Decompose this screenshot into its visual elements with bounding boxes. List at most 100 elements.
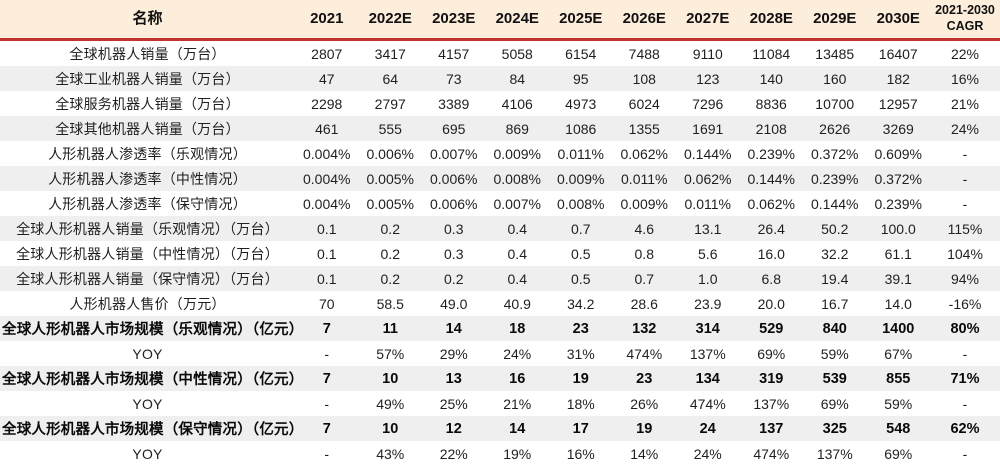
value-cell: 19% bbox=[503, 445, 532, 462]
value-cell: 0.239% bbox=[747, 145, 795, 162]
value-cell: 32.2 bbox=[821, 245, 849, 262]
value-cell: 132 bbox=[632, 320, 657, 337]
column-header-year: 2029E bbox=[803, 0, 867, 41]
column-header-name: 名称 bbox=[0, 0, 295, 41]
value-cell: 134 bbox=[695, 370, 720, 387]
value-cell: 0.008% bbox=[557, 195, 605, 212]
value-cell: 1086 bbox=[565, 120, 597, 137]
value-cell: 0.8 bbox=[634, 245, 654, 262]
value-cell: 16407 bbox=[878, 45, 918, 62]
value-cell: 12957 bbox=[878, 95, 918, 112]
cagr-cell: 62% bbox=[950, 420, 980, 437]
value-cell: 0.009% bbox=[493, 145, 541, 162]
value-cell: 840 bbox=[822, 320, 847, 337]
value-cell: 0.144% bbox=[747, 170, 795, 187]
table-row: 人形机器人售价（万元） 70 58.5 49.0 40.9 34.2 28.6 23.9 20.… bbox=[0, 291, 1000, 316]
value-cell: 7 bbox=[322, 370, 331, 387]
row-label: 全球人形机器人销量（乐观情况）（万台） bbox=[16, 220, 279, 237]
value-cell: 58.5 bbox=[376, 295, 404, 312]
value-cell: 0.004% bbox=[303, 170, 351, 187]
row-label: 全球机器人销量（万台） bbox=[69, 45, 226, 62]
value-cell: 0.1 bbox=[317, 220, 337, 237]
value-cell: 95 bbox=[572, 70, 589, 87]
row-label: 全球服务机器人销量（万台） bbox=[55, 95, 240, 112]
value-cell: 1691 bbox=[692, 120, 724, 137]
value-cell: 23 bbox=[636, 370, 653, 387]
table-row: 全球人形机器人市场规模（中性情况）（亿元） 7 10 13 16 19 23 134 319 53… bbox=[0, 366, 1000, 391]
table-row: 全球人形机器人市场规模（乐观情况）（亿元） 7 11 14 18 23 132 314 529 8… bbox=[0, 316, 1000, 341]
value-cell: 24% bbox=[693, 445, 722, 462]
value-cell: 50.2 bbox=[821, 220, 849, 237]
table-body: 全球机器人销量（万台） 2807 3417 4157 5058 6154 7488 9110 1… bbox=[0, 39, 1000, 466]
row-label: YOY bbox=[132, 445, 163, 462]
table-row: 全球其他机器人销量（万台） 461 555 695 869 1086 1355 1691 210… bbox=[0, 116, 1000, 141]
value-cell: 0.009% bbox=[620, 195, 668, 212]
value-cell: 0.011% bbox=[557, 145, 604, 162]
value-cell: 0.062% bbox=[747, 195, 795, 212]
cagr-cell: - bbox=[962, 445, 968, 462]
cagr-cell: 71% bbox=[950, 370, 980, 387]
column-header-year: 2021 bbox=[295, 0, 359, 41]
value-cell: 5.6 bbox=[698, 245, 718, 262]
value-cell: 11084 bbox=[752, 45, 791, 62]
value-cell: 24 bbox=[699, 420, 716, 437]
value-cell: 869 bbox=[505, 120, 529, 137]
value-cell: 26% bbox=[630, 395, 659, 412]
cagr-cell: - bbox=[962, 195, 968, 212]
value-cell: 0.004% bbox=[303, 195, 351, 212]
value-cell: 100.0 bbox=[880, 220, 916, 237]
value-cell: 47 bbox=[318, 70, 335, 87]
value-cell: 22% bbox=[439, 445, 468, 462]
value-cell: 0.2 bbox=[380, 220, 400, 237]
table-row: 全球人形机器人销量（中性情况）（万台） 0.1 0.2 0.3 0.4 0.5 0.8 5.6… bbox=[0, 241, 1000, 266]
value-cell: 137% bbox=[816, 445, 853, 462]
value-cell: 11 bbox=[382, 320, 398, 337]
value-cell: 49% bbox=[376, 395, 405, 412]
value-cell: 2298 bbox=[311, 95, 343, 112]
value-cell: 4106 bbox=[501, 95, 533, 112]
value-cell: 2807 bbox=[311, 45, 343, 62]
value-cell: 0.006% bbox=[366, 145, 414, 162]
value-cell: 0.007% bbox=[430, 145, 478, 162]
value-cell: 0.372% bbox=[874, 170, 922, 187]
value-cell: 16.0 bbox=[757, 245, 785, 262]
value-cell: 43% bbox=[376, 445, 405, 462]
value-cell: 13.1 bbox=[694, 220, 722, 237]
value-cell: 0.006% bbox=[430, 170, 478, 187]
value-cell: 64 bbox=[382, 70, 399, 87]
value-cell: 59% bbox=[884, 395, 913, 412]
value-cell: 182 bbox=[886, 70, 910, 87]
value-cell: 319 bbox=[759, 370, 784, 387]
value-cell: 2108 bbox=[755, 120, 787, 137]
value-cell: 84 bbox=[509, 70, 526, 87]
value-cell: 17 bbox=[572, 420, 589, 437]
cagr-cell: - bbox=[962, 145, 968, 162]
value-cell: 3417 bbox=[374, 45, 406, 62]
value-cell: 0.4 bbox=[507, 220, 527, 237]
value-cell: 137 bbox=[759, 420, 784, 437]
value-cell: 10 bbox=[382, 420, 399, 437]
row-label: 全球人形机器人销量（中性情况）（万台） bbox=[16, 245, 279, 262]
value-cell: 108 bbox=[632, 70, 656, 87]
row-label: 全球人形机器人市场规模（保守情况）（亿元） bbox=[2, 422, 295, 438]
value-cell: 0.011% bbox=[621, 170, 668, 187]
column-header-year: 2024E bbox=[485, 0, 549, 41]
value-cell: 18 bbox=[509, 320, 526, 337]
cagr-cell: - bbox=[962, 345, 968, 362]
value-cell: 0.011% bbox=[684, 195, 731, 212]
value-cell: 26.4 bbox=[757, 220, 785, 237]
value-cell: 0.005% bbox=[366, 195, 414, 212]
table-row: 全球机器人销量（万台） 2807 3417 4157 5058 6154 7488 9110 1… bbox=[0, 39, 1000, 66]
value-cell: 8836 bbox=[755, 95, 787, 112]
table-row: 人形机器人渗透率（保守情况） 0.004% 0.005% 0.006% 0.007% 0.… bbox=[0, 191, 1000, 216]
value-cell: 0.008% bbox=[493, 170, 541, 187]
value-cell: 9110 bbox=[692, 45, 723, 62]
row-label: 人形机器人渗透率（保守情况） bbox=[48, 195, 247, 212]
value-cell: 28.6 bbox=[630, 295, 658, 312]
value-cell: 0.372% bbox=[811, 145, 859, 162]
value-cell: 314 bbox=[695, 320, 720, 337]
value-cell: 0.609% bbox=[874, 145, 922, 162]
value-cell: 10700 bbox=[815, 95, 855, 112]
value-cell: 2626 bbox=[819, 120, 851, 137]
